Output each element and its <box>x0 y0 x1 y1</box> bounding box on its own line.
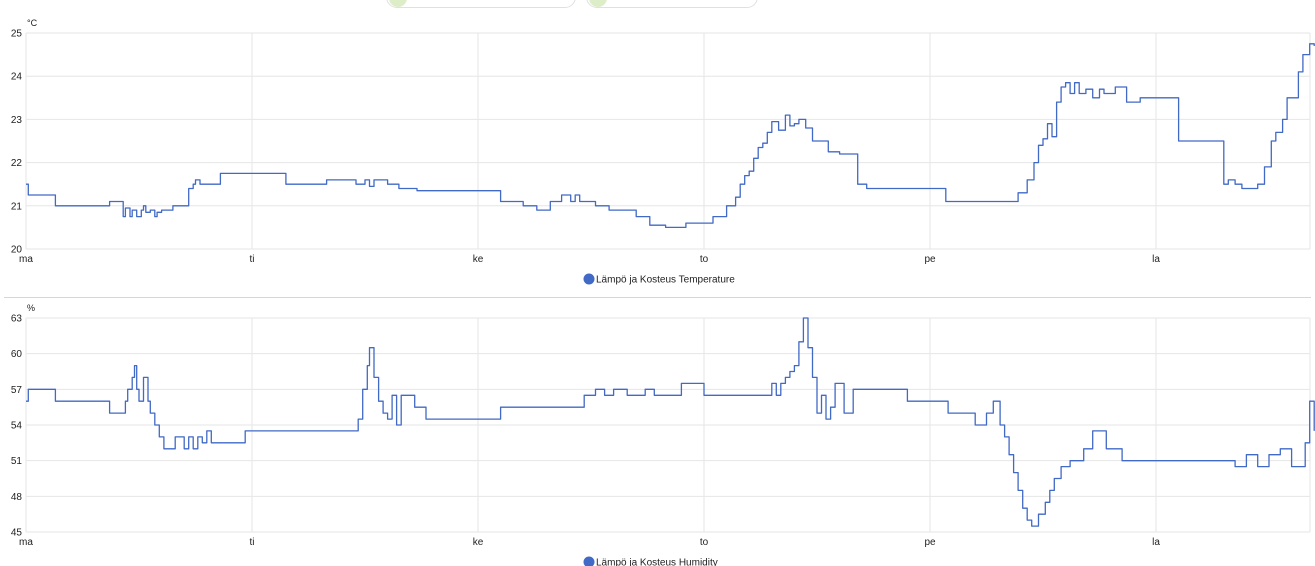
y-tick-label: 20 <box>11 245 23 256</box>
y-axis: 20 21 22 23 24 25 <box>11 29 23 256</box>
x-tick-label: la <box>1152 254 1160 265</box>
y-axis: 45 48 51 54 57 60 63 <box>11 314 23 539</box>
temperature-chart: °C 20 21 22 23 24 25 ma ti ke to pe la Lämpö ja Ko… <box>11 18 1315 286</box>
y-tick-label: 23 <box>11 115 23 126</box>
y-tick-label: 22 <box>11 158 23 169</box>
x-tick-label: to <box>700 537 709 548</box>
grid <box>25 32 1311 250</box>
y-tick-label: 45 <box>11 528 23 539</box>
x-tick-label: ti <box>250 254 255 265</box>
legend[interactable]: Lämpö ja Kosteus Temperature <box>583 273 736 286</box>
temperature-series-line <box>26 43 1315 229</box>
legend-label: Lämpö ja Kosteus Temperature <box>596 275 735 286</box>
x-tick-label: ma <box>19 537 33 548</box>
legend-marker-icon <box>583 556 595 566</box>
x-tick-label: ma <box>19 254 33 265</box>
y-tick-label: 54 <box>11 421 23 432</box>
y-tick-label: 60 <box>11 349 23 360</box>
y-tick-label: 57 <box>11 385 23 396</box>
legend-label: Lämpö ja Kosteus Humidity <box>596 558 718 566</box>
humidity-series-line <box>26 317 1315 527</box>
grid <box>25 317 1311 533</box>
x-tick-label: ke <box>473 254 484 265</box>
y-tick-label: 51 <box>11 456 23 467</box>
y-tick-label: 63 <box>11 314 23 325</box>
sensor-chip-icon <box>389 0 407 7</box>
y-tick-label: 24 <box>11 72 23 83</box>
x-tick-label: ti <box>250 537 255 548</box>
x-axis: ma ti ke to pe la <box>19 254 1160 265</box>
x-tick-label: pe <box>924 537 936 548</box>
x-tick-label: la <box>1152 537 1160 548</box>
chart-divider <box>4 297 1311 298</box>
y-tick-label: 48 <box>11 492 23 503</box>
sensor-chip-icon <box>589 0 607 7</box>
y-tick-label: 21 <box>11 201 23 212</box>
x-tick-label: ke <box>473 537 484 548</box>
legend-marker-icon <box>583 273 595 285</box>
x-axis: ma ti ke to pe la <box>19 537 1160 548</box>
sensor-chips <box>386 0 758 8</box>
y-axis-unit: % <box>27 303 35 313</box>
x-tick-label: pe <box>924 254 936 265</box>
y-axis-unit: °C <box>27 18 38 28</box>
y-tick-label: 25 <box>11 29 23 40</box>
legend[interactable]: Lämpö ja Kosteus Humidity <box>583 556 718 566</box>
x-tick-label: to <box>700 254 709 265</box>
